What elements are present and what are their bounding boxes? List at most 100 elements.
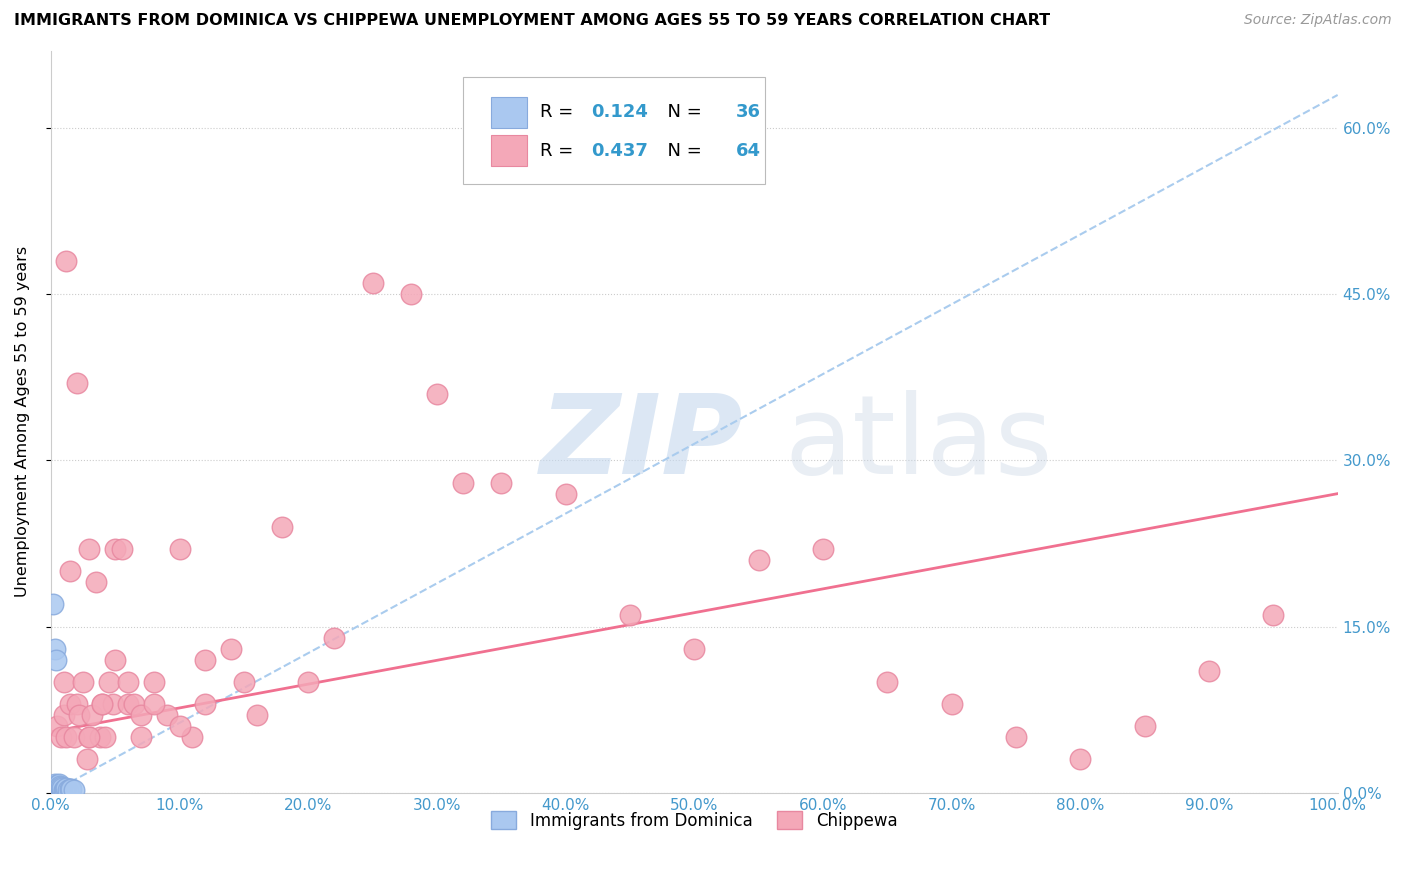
Point [55, 254, 77, 268]
Point [489, 475, 512, 490]
Point [42, 786, 65, 800]
Text: R =: R = [540, 103, 579, 121]
Point [89, 731, 111, 745]
Point [76, 752, 98, 766]
FancyBboxPatch shape [491, 96, 527, 128]
Point [49, 780, 72, 794]
Text: 64: 64 [735, 142, 761, 160]
Point [104, 653, 127, 667]
Point [65, 697, 87, 711]
Point [49, 782, 72, 797]
Point [44, 783, 66, 797]
Text: 0.437: 0.437 [592, 142, 648, 160]
Point [91, 697, 114, 711]
Point [941, 697, 963, 711]
Point [59, 782, 82, 797]
Point [117, 697, 139, 711]
Text: N =: N = [655, 103, 707, 121]
Point [79, 541, 101, 556]
Point [49, 783, 72, 797]
Point [361, 277, 384, 291]
Point [48, 777, 70, 791]
Text: 36: 36 [735, 103, 761, 121]
Text: N =: N = [655, 142, 707, 160]
Point [63, 783, 86, 797]
Point [79, 731, 101, 745]
Point [683, 641, 706, 656]
Point [811, 541, 834, 556]
Point [124, 697, 146, 711]
Point [194, 697, 217, 711]
Point [399, 287, 422, 301]
Point [51, 781, 73, 796]
Text: atlas: atlas [785, 391, 1053, 498]
Point [44, 641, 66, 656]
Point [129, 731, 152, 745]
Point [101, 697, 124, 711]
Point [52, 674, 75, 689]
Point [97, 674, 120, 689]
Point [49, 786, 72, 800]
Point [42, 780, 65, 794]
Point [59, 564, 82, 578]
Point [45, 779, 67, 793]
Point [46, 719, 69, 733]
Point [41, 780, 63, 794]
Point [232, 674, 254, 689]
Point [84, 575, 107, 590]
Point [1198, 664, 1220, 678]
Point [1005, 731, 1028, 745]
Y-axis label: Unemployment Among Ages 55 to 59 years: Unemployment Among Ages 55 to 59 years [15, 246, 30, 598]
Point [1263, 608, 1285, 623]
Point [156, 708, 179, 723]
Point [45, 653, 67, 667]
Point [59, 697, 82, 711]
Point [169, 719, 191, 733]
Point [876, 674, 898, 689]
Point [94, 731, 117, 745]
FancyBboxPatch shape [491, 136, 527, 167]
Point [748, 553, 770, 567]
Point [169, 541, 191, 556]
Point [79, 731, 101, 745]
FancyBboxPatch shape [463, 77, 765, 185]
Point [323, 631, 346, 645]
Point [56, 783, 79, 797]
Point [554, 486, 576, 500]
Point [426, 387, 449, 401]
Point [41, 786, 63, 800]
Point [60, 782, 83, 797]
Point [44, 786, 66, 800]
Point [297, 674, 319, 689]
Point [63, 731, 86, 745]
Point [48, 786, 70, 800]
Point [1069, 752, 1091, 766]
Point [91, 697, 114, 711]
Point [45, 782, 67, 797]
Point [451, 475, 474, 490]
Text: IMMIGRANTS FROM DOMINICA VS CHIPPEWA UNEMPLOYMENT AMONG AGES 55 TO 59 YEARS CORR: IMMIGRANTS FROM DOMINICA VS CHIPPEWA UNE… [14, 13, 1050, 29]
Point [49, 731, 72, 745]
Point [46, 778, 69, 792]
Point [181, 731, 204, 745]
Point [142, 697, 165, 711]
Point [194, 653, 217, 667]
Point [142, 674, 165, 689]
Point [80, 708, 103, 723]
Legend: Immigrants from Dominica, Chippewa: Immigrants from Dominica, Chippewa [485, 805, 904, 837]
Point [48, 783, 70, 797]
Text: 0.124: 0.124 [592, 103, 648, 121]
Point [45, 786, 67, 800]
Point [619, 608, 641, 623]
Point [55, 731, 77, 745]
Text: ZIP: ZIP [540, 391, 744, 498]
Point [48, 780, 70, 794]
Point [46, 786, 69, 800]
Point [52, 708, 75, 723]
Point [104, 541, 127, 556]
Point [271, 520, 294, 534]
Point [44, 780, 66, 794]
Point [67, 708, 90, 723]
Text: Source: ZipAtlas.com: Source: ZipAtlas.com [1244, 13, 1392, 28]
Point [1133, 719, 1156, 733]
